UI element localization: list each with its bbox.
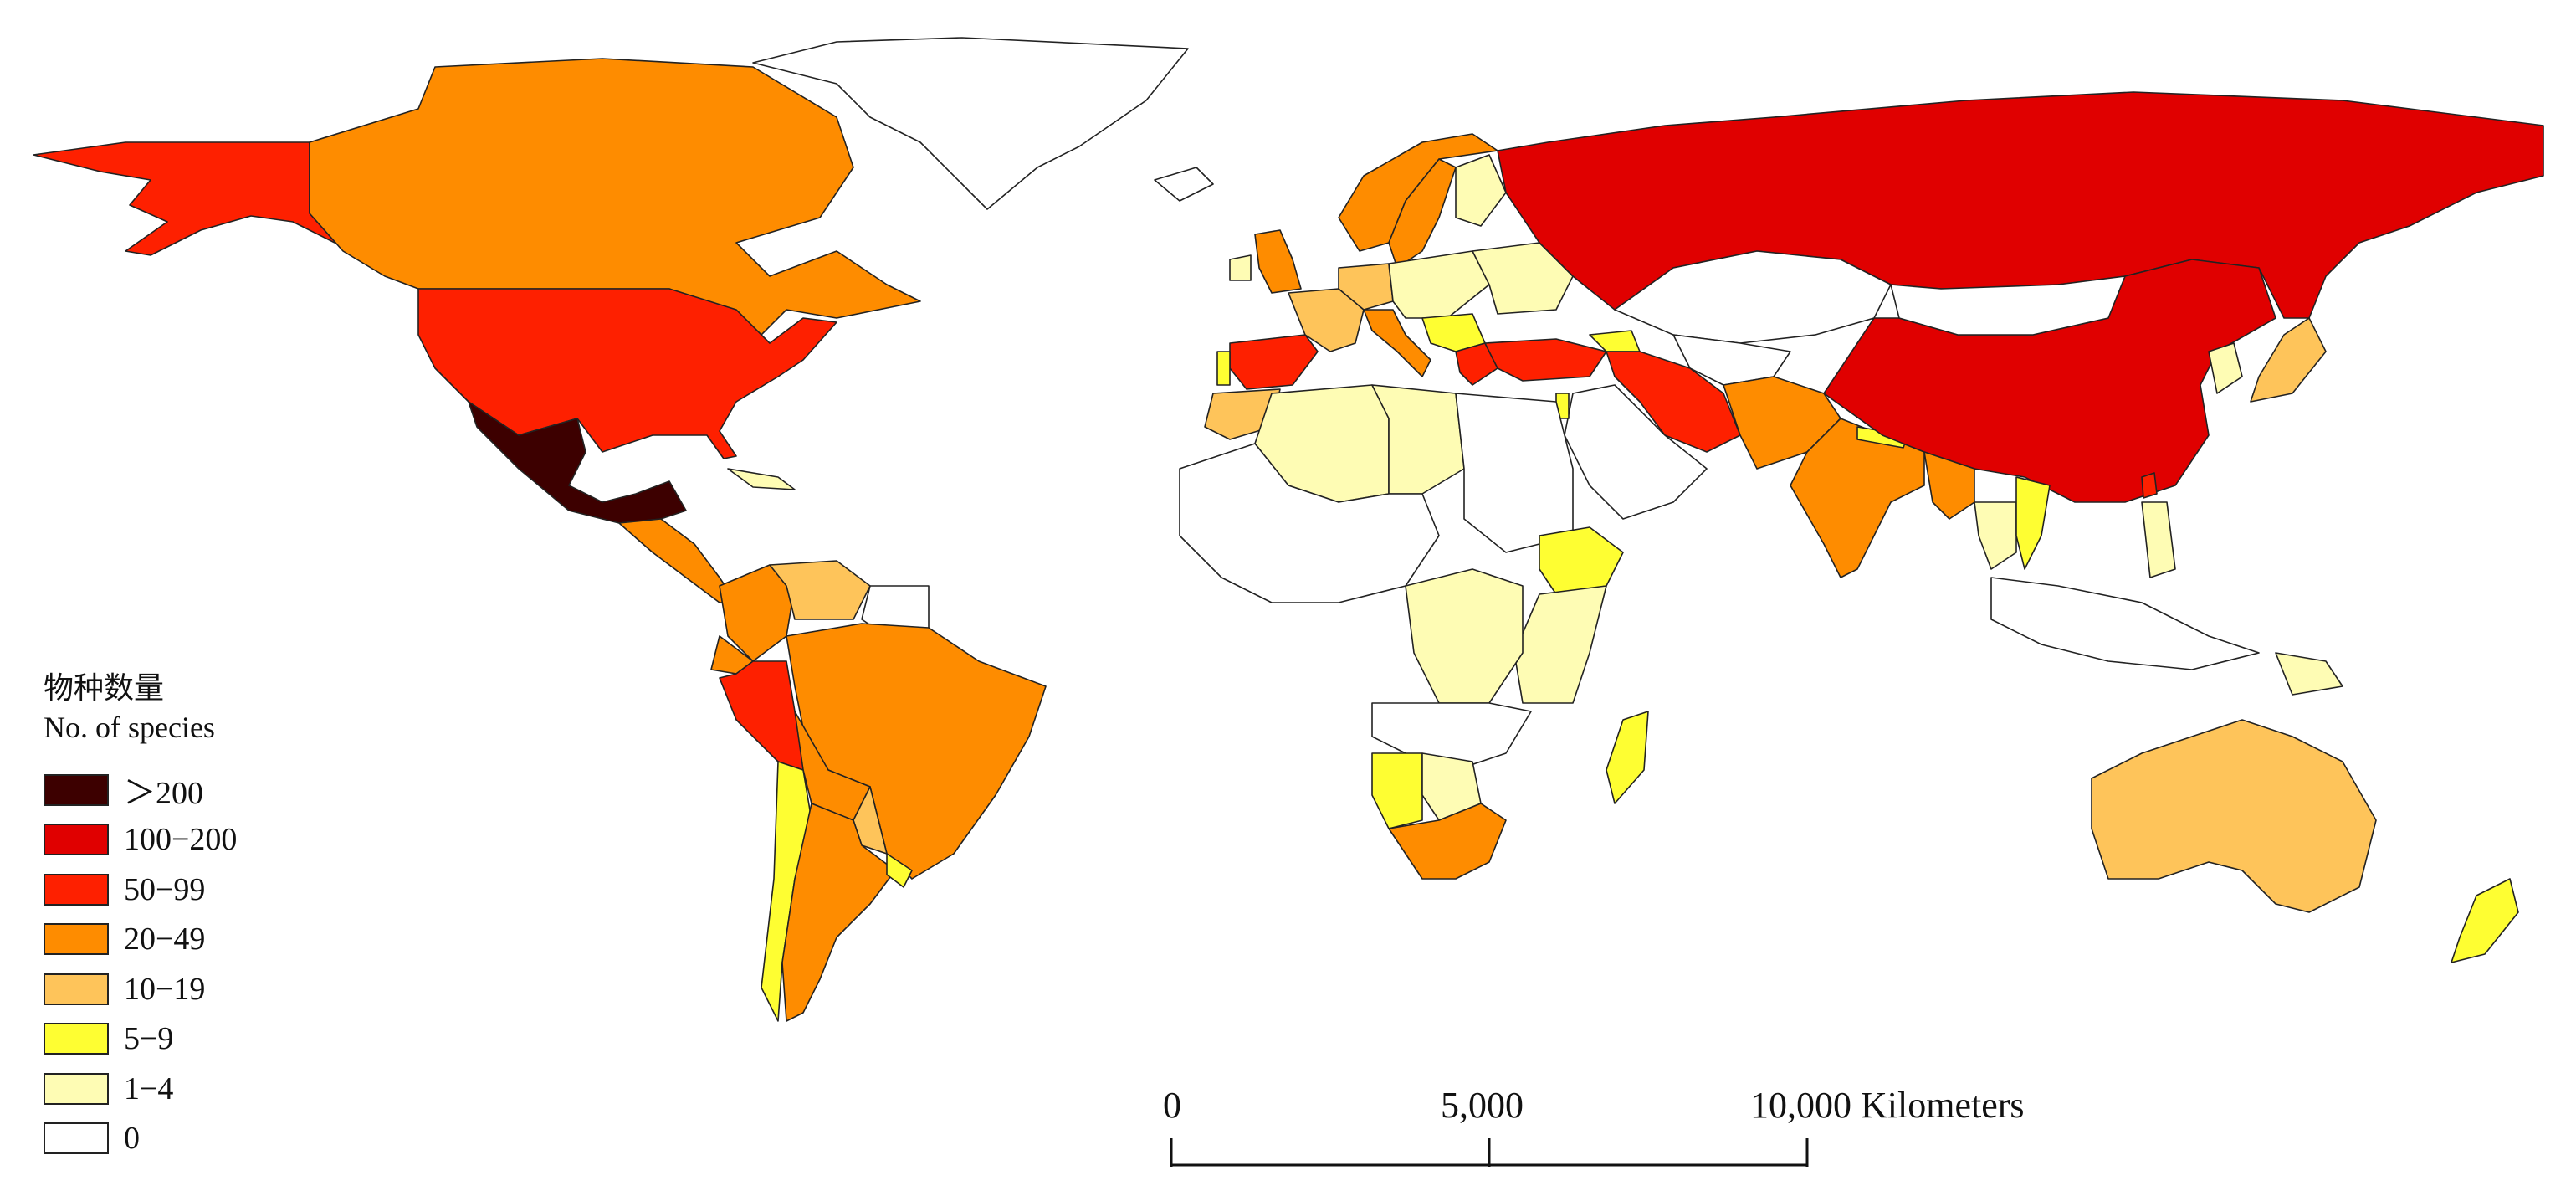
country-arabian-peninsula [1564, 384, 1708, 520]
country-myanmar [1923, 451, 1975, 520]
legend: 物种数量 No. of species ＞200 100−200 50−99 20−4… [44, 670, 237, 1163]
country-west-africa [1179, 443, 1440, 603]
legend-label: 10−19 [124, 971, 206, 1007]
country-ethiopia [1539, 526, 1624, 595]
legend-label: 5−9 [124, 1021, 174, 1057]
legend-title-cn: 物种数量 [44, 671, 165, 706]
country-mongolia [1890, 275, 2126, 336]
legend-title-en: No. of species [44, 711, 215, 744]
legend-swatch [44, 873, 109, 906]
scale-label-max: 10,000 Kilometers [1750, 1085, 2025, 1126]
legend-item: 10−19 [44, 964, 237, 1014]
country-mexico [468, 401, 687, 524]
country-spain [1229, 334, 1319, 390]
legend-swatch [44, 1122, 109, 1155]
legend-label: 1−4 [124, 1070, 174, 1106]
country-papua-new-guinea [2275, 652, 2343, 696]
country-egypt-sudan [1455, 393, 1574, 553]
country-turkey [1484, 338, 1607, 382]
country-vietnam-laos [2015, 476, 2051, 570]
country-uruguay [886, 853, 913, 888]
legend-label: 0 [124, 1121, 140, 1157]
country-argentina [781, 803, 896, 1022]
country-norway [1338, 133, 1498, 252]
country-central-america [618, 518, 737, 603]
legend-item: 1−4 [44, 1064, 237, 1114]
country-canada [309, 58, 921, 344]
country-italy [1363, 309, 1431, 377]
country-finland [1455, 154, 1507, 227]
country-germany [1338, 263, 1394, 311]
country-iceland [1154, 167, 1214, 202]
country-namibia [1371, 752, 1423, 829]
legend-label: 20−49 [124, 921, 206, 957]
legend-swatch [44, 824, 109, 856]
legend-label: ＞200 [124, 776, 204, 812]
legend-swatch [44, 1023, 109, 1055]
legend-item: 50−99 [44, 865, 237, 915]
legend-item: 20−49 [44, 915, 237, 965]
country-kenya-tanzania [1513, 585, 1607, 704]
legend-label: 100−200 [124, 822, 238, 858]
legend-swatch [44, 773, 109, 806]
country-dr-congo [1405, 568, 1524, 704]
country-iran [1606, 351, 1741, 453]
legend-label: 50−99 [124, 871, 206, 907]
country-taiwan [2141, 472, 2158, 499]
legend-item: 0 [44, 1114, 237, 1164]
country-thailand [1974, 501, 2017, 570]
country-central-europe [1388, 250, 1490, 319]
country-australia [2091, 719, 2377, 913]
country-japan [2250, 317, 2327, 403]
country-philippines [2141, 501, 2176, 578]
scale-label-0: 0 [1163, 1085, 1181, 1126]
country-cuba [727, 468, 796, 490]
legend-item: 5−9 [44, 1014, 237, 1065]
legend-item: ＞200 [44, 765, 237, 815]
countries-layer [33, 37, 2544, 1022]
country-venezuela [769, 560, 871, 620]
legend-swatch [44, 1072, 109, 1105]
country-madagascar [1606, 711, 1649, 804]
country-south-africa [1388, 803, 1507, 880]
country-portugal [1216, 351, 1231, 386]
country-greenland [752, 37, 1189, 210]
legend-swatch [44, 923, 109, 956]
country-caucasus [1589, 330, 1641, 352]
legend-rows: ＞200 100−200 50−99 20−49 10−19 5−9 1−4 0 [44, 765, 237, 1163]
country-new-zealand [2451, 878, 2519, 963]
country-greece [1455, 342, 1498, 386]
country-united-kingdom [1254, 229, 1302, 294]
country-ireland [1229, 254, 1252, 281]
scale-bar: 0 5,000 10,000 Kilometers [1163, 1085, 2025, 1167]
legend-item: 100−200 [44, 815, 237, 865]
legend-swatch [44, 973, 109, 1005]
scale-label-mid: 5,000 [1441, 1085, 1524, 1126]
country-malaysia-indonesia [1990, 577, 2260, 670]
country-korea [2208, 342, 2243, 394]
